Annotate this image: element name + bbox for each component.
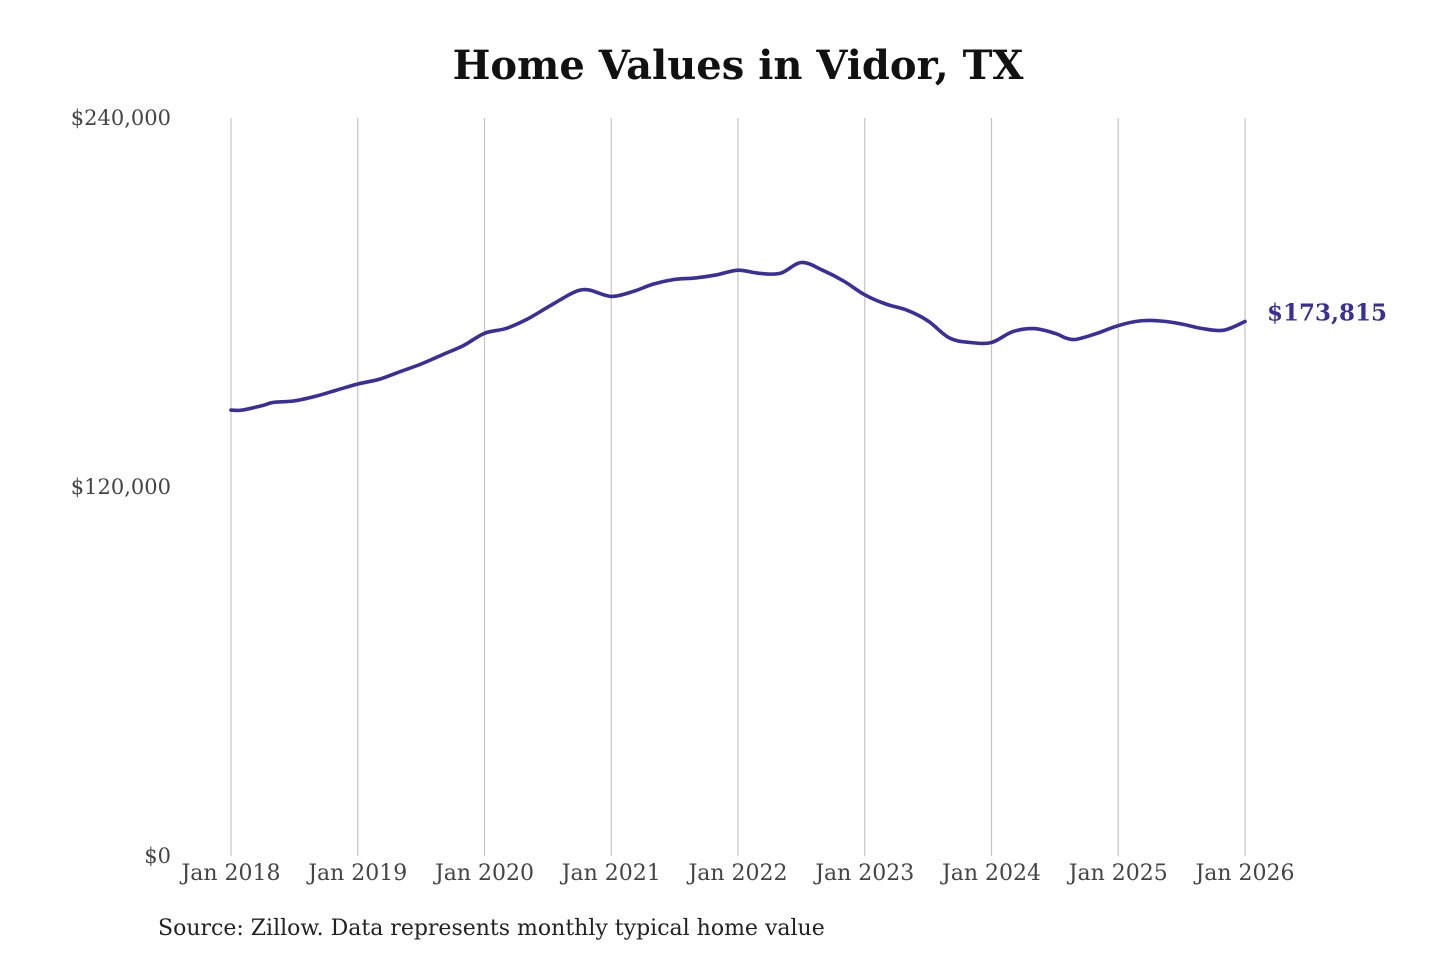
x-tick-label: Jan 2024 — [940, 861, 1041, 886]
series-group: $173,815 — [229, 260, 1387, 413]
series-line — [229, 260, 1247, 413]
source-note: Source: Zillow. Data represents monthly … — [158, 916, 825, 941]
end-value-label: $173,815 — [1267, 300, 1387, 327]
x-tick-label: Jan 2026 — [1193, 861, 1294, 886]
x-tick-label: Jan 2023 — [813, 861, 914, 886]
y-tick-label: $0 — [144, 844, 171, 868]
x-tick-label: Jan 2021 — [560, 861, 661, 886]
gridlines — [230, 118, 1246, 856]
x-tick-label: Jan 2018 — [179, 861, 280, 886]
y-tick-label: $120,000 — [71, 475, 171, 499]
x-tick-label: Jan 2019 — [306, 861, 407, 886]
x-tick-label: Jan 2022 — [686, 861, 787, 886]
x-tick-label: Jan 2020 — [433, 861, 534, 886]
y-tick-label: $240,000 — [71, 106, 171, 130]
x-tick-label: Jan 2025 — [1067, 861, 1168, 886]
chart-title: Home Values in Vidor, TX — [452, 42, 1024, 89]
y-axis-ticks: $0 $120,000 $240,000 — [71, 106, 171, 868]
x-axis-ticks: Jan 2018 Jan 2019 Jan 2020 Jan 2021 Jan 2022… — [179, 861, 1294, 886]
